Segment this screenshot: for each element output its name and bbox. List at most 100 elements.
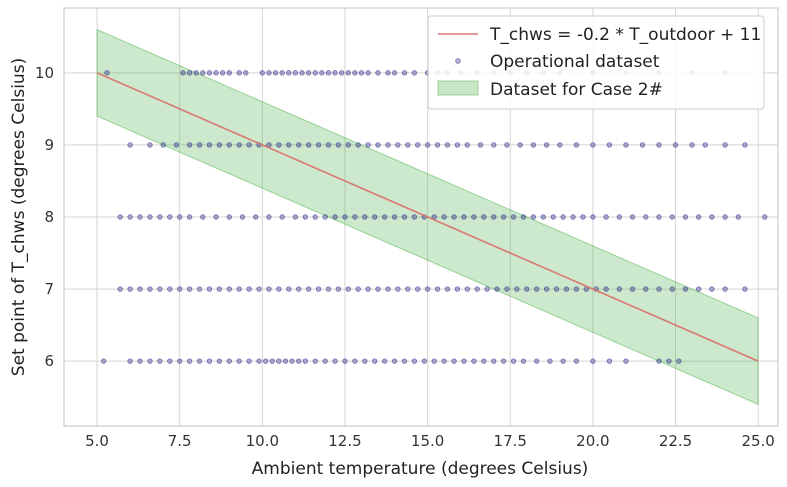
scatter-point — [355, 142, 361, 148]
y-axis-label: Set point of T_chws (degrees Celsius) — [9, 58, 29, 376]
scatter-point — [213, 70, 219, 76]
scatter-point — [286, 142, 292, 148]
scatter-point — [236, 286, 242, 292]
x-tick-label: 12.5 — [328, 432, 361, 450]
scatter-point — [491, 142, 497, 148]
y-tick-labels: 6 7 8 9 10 — [35, 64, 54, 370]
scatter-point — [590, 214, 596, 220]
scatter-point — [676, 358, 682, 364]
scatter-point — [266, 214, 272, 220]
scatter-point — [236, 70, 242, 76]
scatter-point — [441, 358, 447, 364]
scatter-point — [550, 214, 556, 220]
scatter-point — [491, 214, 497, 220]
scatter-point — [504, 286, 510, 292]
x-tick-label: 22.5 — [659, 432, 692, 450]
scatter-point — [335, 142, 342, 148]
plot-frame — [63, 7, 779, 427]
y-tick-label: 10 — [35, 64, 54, 82]
scatter-point — [246, 286, 252, 292]
scatter-point — [557, 142, 563, 148]
scatter-point — [352, 70, 358, 76]
scatter-point — [147, 142, 153, 148]
scatter-point — [491, 358, 497, 364]
scatter-point — [206, 70, 213, 76]
scatter-point — [362, 358, 368, 364]
scatter-point — [451, 358, 457, 364]
x-tick-labels: 5.0 7.5 10.0 12.5 15.0 17.5 20.0 22.5 25.0 — [85, 432, 775, 450]
scatter-point — [338, 70, 345, 76]
scatter-point — [639, 142, 646, 148]
scatter-point — [560, 214, 566, 220]
scatter-point — [176, 286, 183, 292]
scatter-point — [345, 142, 351, 148]
scatter-point — [553, 286, 560, 292]
scatter-point — [385, 142, 391, 148]
scatter-point — [276, 286, 282, 292]
scatter-point — [335, 286, 342, 292]
scatter-point — [424, 286, 431, 292]
scatter-point — [200, 214, 206, 220]
scatter-point — [722, 142, 728, 148]
scatter-point — [643, 286, 649, 292]
scatter-point — [302, 214, 309, 220]
scatter-point — [434, 286, 441, 292]
scatter-point — [520, 358, 527, 364]
scatter-point — [391, 214, 398, 220]
scatter-point — [358, 70, 365, 76]
scatter-point — [276, 358, 282, 364]
x-tick-label: 15.0 — [411, 432, 444, 450]
scatter-point — [352, 214, 358, 220]
scatter-point — [305, 286, 312, 292]
x-tick-label: 25.0 — [741, 432, 774, 450]
scatter-point — [157, 286, 163, 292]
scatter-point — [117, 286, 123, 292]
scatter-point — [530, 214, 537, 220]
scatter-point — [325, 70, 332, 76]
y-tick-label: 6 — [44, 352, 54, 370]
scatter-point — [500, 214, 507, 220]
scatter-point — [345, 70, 351, 76]
y-tick-label: 7 — [44, 280, 54, 298]
scatter-point — [127, 358, 133, 364]
scatter-point — [454, 142, 461, 148]
scatter-point — [352, 358, 358, 364]
scatter-point — [643, 214, 649, 220]
scatter-point — [424, 142, 431, 148]
scatter-point — [560, 358, 566, 364]
scatter-point — [200, 70, 206, 76]
scatter-point — [401, 70, 408, 76]
scatter-point — [236, 358, 242, 364]
scatter-point — [342, 358, 348, 364]
scatter-point — [262, 358, 269, 364]
scatter-point — [401, 358, 408, 364]
scatter-point — [434, 142, 441, 148]
legend-scatter-label: Operational dataset — [490, 52, 660, 72]
scatter-point — [279, 70, 285, 76]
scatter-point — [689, 142, 695, 148]
scatter-point — [547, 358, 553, 364]
scatter-point — [282, 358, 289, 364]
scatter-point — [236, 142, 242, 148]
scatter-point — [682, 286, 689, 292]
scatter-point — [147, 286, 153, 292]
scatter-point — [315, 286, 322, 292]
x-tick-label: 7.5 — [168, 432, 192, 450]
scatter-point — [421, 358, 428, 364]
scatter-point — [464, 142, 470, 148]
scatter-point — [623, 358, 629, 364]
scatter-point — [206, 358, 213, 364]
scatter-point — [590, 358, 596, 364]
scatter-point — [656, 286, 662, 292]
scatter-point — [603, 286, 609, 292]
scatter-point — [239, 214, 246, 220]
scatter-point — [127, 142, 133, 148]
scatter-point — [160, 142, 166, 148]
scatter-point — [606, 358, 613, 364]
scatter-point — [312, 214, 318, 220]
scatter-point — [722, 286, 728, 292]
scatter-point — [226, 358, 232, 364]
scatter-point — [656, 142, 662, 148]
scatter-point — [256, 358, 262, 364]
